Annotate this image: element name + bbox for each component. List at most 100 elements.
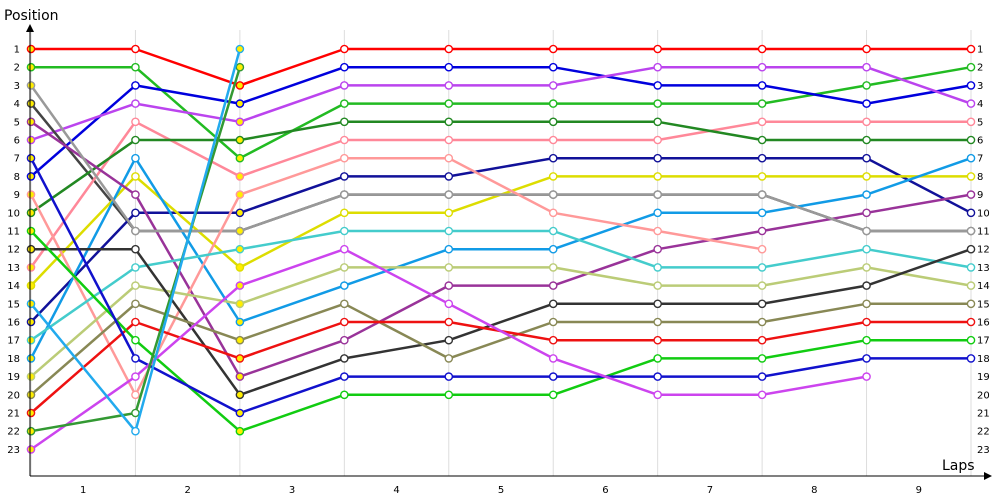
data-point: [862, 354, 871, 363]
y-tick-right: 6: [977, 136, 983, 147]
data-point: [340, 226, 349, 236]
data-point: [340, 354, 349, 363]
data-point: [235, 299, 245, 309]
data-point: [757, 62, 767, 72]
series-13: [26, 226, 976, 345]
series-line: [30, 120, 972, 378]
data-point: [757, 281, 767, 290]
series-3: [26, 62, 976, 145]
data-point: [444, 172, 454, 181]
series-7: [26, 153, 976, 327]
data-point: [340, 335, 349, 345]
y-tick-left: 5: [14, 117, 20, 128]
data-point: [966, 62, 976, 72]
y-tick-left: 19: [7, 372, 20, 383]
data-point: [966, 135, 976, 145]
data-point: [444, 208, 454, 218]
y-tick-left: 13: [7, 263, 20, 274]
x-tick: 7: [707, 485, 713, 496]
x-tick: 6: [602, 485, 608, 496]
x-tick: 8: [811, 485, 817, 496]
data-point: [444, 226, 454, 236]
data-point: [966, 281, 976, 290]
data-point: [548, 281, 558, 290]
data-point: [653, 99, 662, 108]
data-point: [131, 299, 140, 309]
data-point: [235, 244, 245, 254]
data-point: [131, 281, 140, 290]
data-point: [757, 263, 767, 272]
data-point: [966, 335, 976, 345]
series-17: [26, 317, 976, 418]
data-point: [444, 390, 454, 400]
series-16: [26, 299, 976, 400]
y-tick-left: 16: [7, 318, 20, 329]
data-point: [444, 244, 454, 254]
data-point: [340, 299, 349, 309]
data-point: [131, 372, 140, 381]
data-point: [26, 44, 36, 54]
x-tick: 2: [184, 485, 190, 496]
y-tick-right: 4: [977, 99, 983, 110]
data-point: [966, 208, 976, 218]
series-2: [26, 62, 976, 181]
data-point: [653, 263, 662, 272]
data-point: [340, 135, 349, 145]
data-point: [862, 44, 871, 54]
y-tick-right: 9: [977, 190, 983, 201]
data-point: [548, 153, 558, 163]
data-point: [235, 81, 245, 90]
data-point: [131, 99, 140, 108]
data-point: [26, 62, 36, 72]
y-tick-left: 22: [7, 427, 20, 438]
x-axis-arrow: [984, 472, 992, 480]
data-point: [548, 117, 558, 127]
data-point: [653, 317, 662, 327]
data-point: [653, 335, 662, 345]
data-point: [131, 135, 140, 145]
y-tick-left: 1: [14, 45, 20, 56]
data-point: [757, 99, 767, 108]
data-point: [340, 81, 349, 90]
data-point: [444, 354, 454, 363]
data-point: [444, 62, 454, 72]
data-point: [131, 317, 140, 327]
data-point: [235, 226, 245, 236]
data-point: [653, 372, 662, 381]
y-tick-left: 23: [7, 445, 20, 456]
data-point: [235, 135, 245, 145]
series-line: [30, 65, 972, 142]
y-tick-right: 13: [977, 263, 990, 274]
data-point: [235, 153, 245, 163]
data-point: [548, 244, 558, 254]
data-point: [548, 226, 558, 236]
data-point: [966, 99, 976, 108]
y-axis-title: Position: [4, 8, 59, 24]
data-point: [862, 153, 871, 163]
data-point: [131, 62, 140, 72]
data-point: [757, 153, 767, 163]
series-line: [30, 120, 971, 214]
data-point: [862, 81, 871, 90]
data-point: [862, 117, 871, 127]
data-point: [26, 117, 36, 127]
data-point: [653, 244, 662, 254]
y-tick-left: 12: [7, 245, 20, 256]
y-tick-left: 14: [7, 281, 20, 292]
data-point: [966, 153, 976, 163]
data-point: [653, 135, 662, 145]
data-point: [757, 208, 767, 218]
data-point: [757, 81, 767, 90]
data-point: [340, 281, 349, 290]
data-point: [757, 354, 767, 363]
data-point: [131, 226, 140, 236]
data-point: [653, 62, 662, 72]
data-point: [26, 426, 36, 436]
data-point: [26, 190, 36, 199]
x-tick: 3: [289, 485, 295, 496]
y-axis-arrow: [26, 24, 34, 32]
data-point: [340, 153, 349, 163]
series-line: [30, 229, 972, 342]
